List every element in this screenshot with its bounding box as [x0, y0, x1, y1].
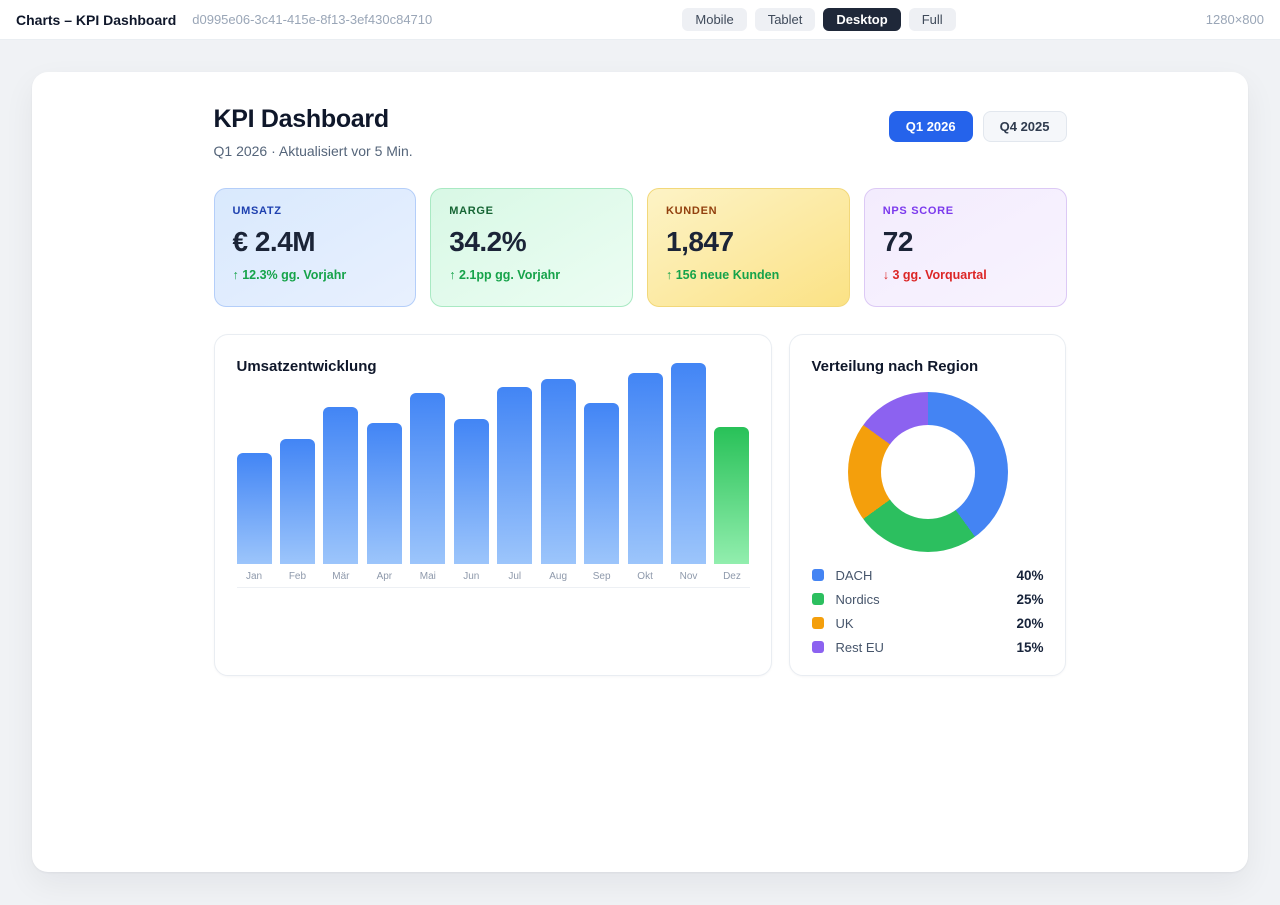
session-id: d0995e06-3c41-415e-8f13-3ef430c84710	[192, 12, 433, 27]
kpi-value: 1,847	[666, 226, 734, 257]
kpi-value: 72	[882, 226, 914, 257]
bar-mai	[410, 393, 446, 564]
page-title: KPI Dashboard	[213, 105, 390, 133]
kpi-trend: ↓ 3 gg. Vorquartal	[882, 268, 987, 282]
viewport-button-desktop[interactable]: Desktop	[823, 8, 901, 31]
bar-apr	[366, 423, 402, 564]
bar-m-r	[323, 407, 359, 564]
kpi-trend: ↑ 156 neue Kunden	[666, 268, 780, 282]
viewport-button-full[interactable]: Full	[908, 8, 956, 31]
kpi-card-marge: MARGE 34.2% ↑ 2.1pp gg. Vorjahr	[430, 188, 633, 307]
donut-chart-card: Verteilung nach Region DACH 40% Nordics 25%…	[788, 334, 1066, 676]
bar-axis-label: Jul	[508, 571, 522, 582]
bar-column-jul: Jul	[497, 387, 533, 582]
bar-axis-label: Mai	[419, 571, 436, 582]
app-title: Charts – KPI Dashboard	[16, 11, 177, 28]
bar-axis-label: Jan	[245, 571, 263, 582]
bar-column-feb: Feb	[279, 439, 315, 582]
bar-axis-label: Dez	[723, 571, 741, 582]
bar-axis-label: Jun	[463, 571, 480, 582]
legend-swatch-rest-eu	[811, 641, 824, 653]
dashboard-header: KPI Dashboard Q1 2026 · Aktualisiert vor…	[214, 105, 1067, 159]
kpi-card-umsatz: UMSATZ € 2.4M ↑ 12.3% gg. Vorjahr	[213, 188, 417, 307]
kpi-value: € 2.4M	[232, 226, 316, 257]
bar-dez	[714, 427, 750, 564]
legend-label: UK	[835, 615, 854, 631]
legend-value: 20%	[1016, 615, 1044, 631]
donut-chart	[847, 392, 1008, 552]
bar-axis-label: Nov	[679, 571, 698, 582]
bar-column-nov: Nov	[671, 363, 707, 582]
bar-axis-label: Mär	[332, 571, 350, 582]
bar-column-apr: Apr	[366, 423, 402, 582]
kpi-label: MARGE	[449, 205, 494, 217]
bar-column-okt: Okt	[627, 373, 663, 582]
bar-column-dez: Dez	[714, 427, 750, 582]
kpi-card-kunden: KUNDEN 1,847 ↑ 156 neue Kunden	[647, 188, 850, 307]
kpi-trend: ↑ 2.1pp gg. Vorjahr	[449, 268, 561, 282]
bar-column-sep: Sep	[584, 403, 620, 582]
viewport-dimensions: 1280×800	[1205, 12, 1264, 27]
kpi-label: KUNDEN	[666, 205, 718, 217]
period-button-q1-2026[interactable]: Q1 2026	[888, 111, 973, 142]
legend-row-dach: DACH 40%	[811, 563, 1044, 587]
donut-chart-title: Verteilung nach Region	[811, 358, 979, 375]
kpi-grid: UMSATZ € 2.4M ↑ 12.3% gg. Vorjahr MARGE 34.2…	[213, 188, 1067, 307]
period-button-q4-2025[interactable]: Q4 2025	[982, 111, 1067, 142]
bar-jun	[453, 419, 489, 564]
legend-label: DACH	[835, 567, 873, 583]
viewport-button-tablet[interactable]: Tablet	[754, 8, 816, 31]
kpi-label: UMSATZ	[232, 205, 282, 217]
bar-feb	[279, 439, 315, 564]
kpi-value: 34.2%	[449, 226, 527, 257]
page-subtitle: Q1 2026 · Aktualisiert vor 5 Min.	[213, 143, 413, 159]
legend-label: Nordics	[835, 591, 880, 607]
bar-axis-label: Apr	[376, 571, 393, 582]
bar-axis-label: Okt	[637, 571, 653, 582]
preview-frame: KPI Dashboard Q1 2026 · Aktualisiert vor…	[32, 72, 1248, 872]
viewport-switcher: Mobile Tablet Desktop Full	[682, 8, 956, 31]
bar-column-jan: Jan	[236, 453, 272, 582]
legend-swatch-nordics	[811, 593, 824, 605]
bar-nov	[671, 363, 707, 564]
bar-chart-plot: Jan Feb Mär Apr Mai Jun Jul Aug Sep Okt Nov Dez	[236, 363, 750, 582]
legend-value: 40%	[1016, 567, 1044, 583]
bar-column-mai: Mai	[410, 393, 446, 582]
bar-chart-axis-line	[236, 587, 750, 588]
legend-row-uk: UK 20%	[811, 611, 1044, 635]
donut-legend: DACH 40% Nordics 25% UK 20% Rest EU 15%	[811, 563, 1044, 659]
bar-axis-label: Aug	[549, 571, 568, 582]
kpi-card-nps-score: NPS SCORE 72 ↓ 3 gg. Vorquartal	[863, 188, 1067, 307]
legend-row-nordics: Nordics 25%	[811, 587, 1044, 611]
bar-jul	[497, 387, 533, 564]
legend-label: Rest EU	[835, 639, 884, 655]
bar-chart-title: Umsatzentwicklung	[236, 358, 377, 375]
bar-axis-label: Feb	[288, 571, 307, 582]
bar-okt	[627, 373, 663, 564]
bar-column-aug: Aug	[540, 379, 576, 582]
period-switcher: Q1 2026 Q4 2025	[888, 105, 1067, 142]
charts-row: Umsatzentwicklung Jan Feb Mär Apr Mai Jun Jul A…	[213, 334, 1067, 676]
kpi-trend: ↑ 12.3% gg. Vorjahr	[232, 268, 347, 282]
legend-value: 25%	[1016, 591, 1044, 607]
bar-column-jun: Jun	[453, 419, 489, 582]
viewport-button-mobile[interactable]: Mobile	[682, 8, 747, 31]
donut-hole	[880, 425, 975, 519]
bar-chart-card: Umsatzentwicklung Jan Feb Mär Apr Mai Jun Jul A…	[213, 334, 772, 676]
dashboard-content: KPI Dashboard Q1 2026 · Aktualisiert vor…	[213, 72, 1067, 676]
legend-row-rest-eu: Rest EU 15%	[811, 635, 1044, 659]
kpi-label: NPS SCORE	[882, 205, 954, 217]
legend-swatch-dach	[811, 569, 824, 581]
bar-axis-label: Sep	[592, 571, 611, 582]
legend-swatch-uk	[811, 617, 824, 629]
top-bar: Charts – KPI Dashboard d0995e06-3c41-415…	[0, 0, 1280, 40]
bar-column-m-r: Mär	[323, 407, 359, 582]
bar-aug	[540, 379, 576, 564]
bar-jan	[236, 453, 272, 564]
legend-value: 15%	[1016, 639, 1044, 655]
bar-sep	[584, 403, 620, 564]
